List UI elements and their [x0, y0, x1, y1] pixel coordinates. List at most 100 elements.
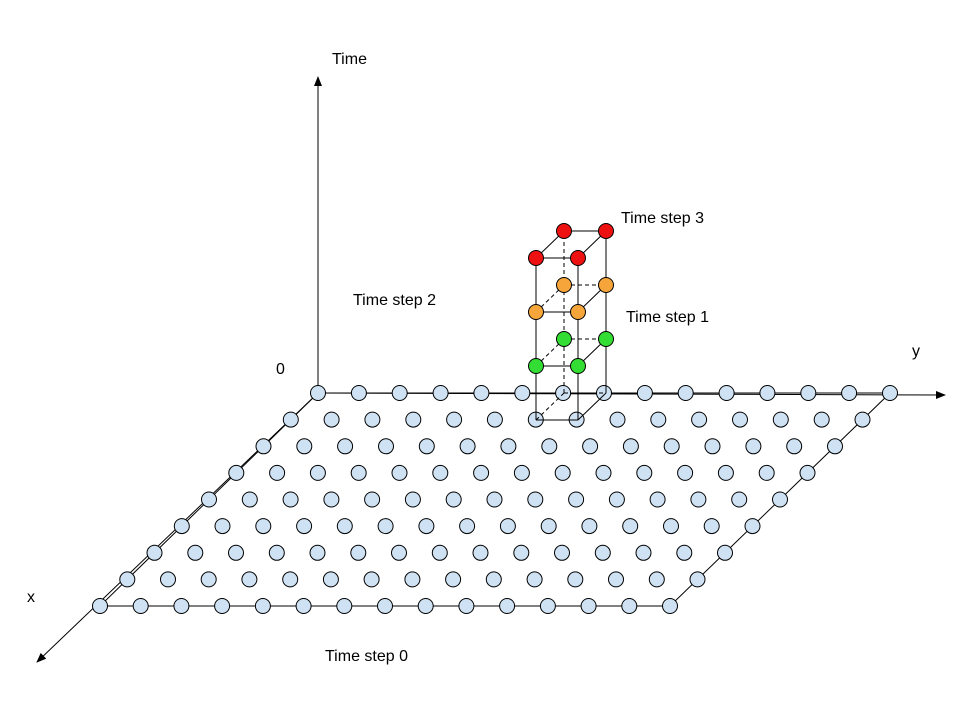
- grid-node: [432, 464, 449, 481]
- prism-edge: [577, 392, 607, 421]
- grid-node: [228, 544, 244, 561]
- grid-node: [677, 464, 694, 481]
- grid-node: [541, 438, 558, 455]
- grid-node: [732, 411, 748, 428]
- grid-node: [282, 491, 299, 508]
- time-step-1-node: [570, 358, 586, 374]
- grid-node: [350, 385, 367, 401]
- grid-node: [473, 385, 490, 401]
- grid-node: [323, 411, 340, 428]
- grid-node: [391, 464, 408, 481]
- grid-node: [786, 438, 803, 455]
- grid-node: [691, 411, 708, 428]
- grid-node: [364, 491, 381, 508]
- grid-node: [540, 518, 557, 535]
- grid-node: [254, 598, 271, 614]
- grid-nodes: [92, 385, 898, 614]
- grid-node: [649, 491, 666, 508]
- grid-node: [813, 411, 830, 428]
- grid-node: [731, 491, 748, 508]
- time-step-3-node: [570, 250, 586, 266]
- time-step-3-node: [598, 223, 614, 239]
- grid-node: [255, 518, 272, 535]
- time-step-3-node: [556, 223, 572, 239]
- time-step-2-node: [598, 277, 614, 293]
- grid-node: [405, 411, 422, 428]
- grid-node: [472, 544, 489, 561]
- grid-node: [635, 544, 652, 561]
- time-step-2-label: Time step 2: [353, 292, 436, 309]
- grid-node: [187, 544, 204, 561]
- grid-node: [499, 518, 516, 535]
- grid-node: [513, 544, 530, 561]
- grid-node: [567, 571, 584, 588]
- grid-node: [717, 464, 734, 481]
- time-step-1-label: Time step 1: [626, 309, 709, 326]
- grid-node: [854, 411, 871, 428]
- grid-node: [499, 598, 516, 614]
- grid-node: [160, 571, 176, 588]
- grid-node: [119, 571, 136, 588]
- grid-node: [622, 518, 639, 535]
- grid-node: [663, 518, 679, 535]
- grid-node: [621, 598, 638, 614]
- grid-node: [717, 544, 733, 561]
- grid-node: [758, 464, 775, 481]
- grid-node: [214, 518, 231, 535]
- time-step-1-node: [598, 331, 614, 347]
- grid-node: [485, 571, 502, 588]
- grid-node: [200, 571, 217, 588]
- grid-node: [173, 598, 190, 614]
- grid-node: [500, 438, 517, 455]
- grid-node: [689, 571, 706, 588]
- time-step-1-node: [556, 331, 572, 347]
- time-step-2-node: [570, 304, 586, 320]
- grid-node: [363, 571, 380, 588]
- grid-node: [663, 438, 680, 455]
- grid-node: [568, 491, 585, 508]
- grid-node: [309, 544, 326, 561]
- time-step-3-node: [528, 250, 544, 266]
- grid-node: [527, 491, 544, 508]
- grid-node: [296, 518, 313, 535]
- grid-node: [745, 438, 762, 455]
- grid-node: [622, 438, 639, 455]
- grid-node: [473, 464, 490, 481]
- grid-node: [486, 411, 503, 428]
- time-step-0-label: Time step 0: [325, 648, 408, 665]
- grid-node: [718, 385, 735, 401]
- grid-node: [690, 491, 707, 508]
- grid-node: [132, 598, 149, 614]
- grid-node: [595, 464, 612, 481]
- grid-node: [676, 544, 693, 561]
- grid-node: [255, 438, 272, 455]
- grid-node: [827, 438, 843, 455]
- grid-node: [662, 598, 678, 614]
- grid-node: [391, 385, 408, 401]
- grid-node: [555, 385, 572, 401]
- grid-node: [310, 385, 326, 401]
- grid-node: [322, 571, 339, 588]
- grid-node: [882, 385, 898, 401]
- grid-node: [268, 544, 285, 561]
- grid-node: [282, 571, 299, 588]
- grid-node: [241, 491, 258, 508]
- grid-node: [445, 491, 462, 508]
- x-axis-label: x: [27, 589, 35, 606]
- time-axis-label: Time: [332, 51, 367, 68]
- grid-node: [377, 598, 393, 614]
- time-step-2-node: [528, 304, 544, 320]
- grid-node: [772, 411, 789, 428]
- grid-node: [458, 598, 475, 614]
- grid-node: [241, 571, 258, 588]
- grid-node: [323, 491, 340, 508]
- grid-node: [404, 571, 421, 588]
- grid-node: [636, 464, 653, 481]
- grid-node: [648, 571, 665, 588]
- grid-node: [404, 491, 421, 508]
- grid-node: [772, 491, 788, 508]
- grid-node: [596, 385, 612, 401]
- grid-node: [841, 385, 858, 401]
- grid-node: [609, 411, 626, 428]
